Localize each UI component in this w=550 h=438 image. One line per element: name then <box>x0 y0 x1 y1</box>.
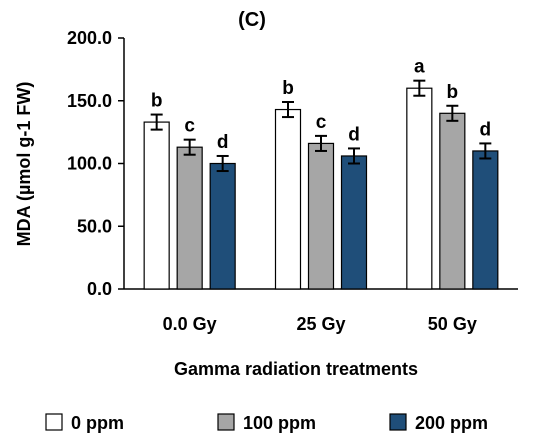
x-axis-label: Gamma radiation treatments <box>174 359 418 379</box>
bar <box>472 150 499 290</box>
y-tick-label: 0.0 <box>87 279 112 299</box>
significance-letter: b <box>447 82 459 103</box>
chart-title: (C) <box>238 9 266 31</box>
x-tick-label: 0.0 Gy <box>163 314 217 334</box>
significance-letter: c <box>316 112 327 133</box>
y-tick-label: 50.0 <box>77 216 112 236</box>
bar <box>340 155 368 290</box>
bar <box>307 142 335 290</box>
legend-label: 100 ppm <box>243 413 316 433</box>
bar <box>406 87 433 290</box>
legend-label: 0 ppm <box>71 413 124 433</box>
significance-letter: d <box>348 124 360 145</box>
x-tick-label: 50 Gy <box>428 314 477 334</box>
x-tick-label: 25 Gy <box>296 314 345 334</box>
significance-letter: d <box>217 132 229 153</box>
significance-letter: d <box>480 119 492 140</box>
significance-letter: b <box>151 91 163 112</box>
legend-swatch <box>389 413 407 431</box>
y-tick-label: 150.0 <box>67 91 112 111</box>
legend-swatch <box>45 413 63 431</box>
y-tick-label: 200.0 <box>67 28 112 48</box>
legend: 0 ppm 100 ppm 200 ppm <box>45 413 488 433</box>
legend-label: 200 ppm <box>415 413 488 433</box>
significance-letter: a <box>414 57 425 78</box>
significance-letter: c <box>184 116 195 137</box>
y-tick-label: 100.0 <box>67 154 112 174</box>
significance-letter: b <box>282 78 294 99</box>
bar <box>176 146 203 290</box>
y-axis-ticks: 0.0 50.0 100.0 150.0 200.0 <box>67 28 124 299</box>
bar <box>209 162 236 290</box>
bar <box>143 121 170 290</box>
y-axis-label: MDA (µmol g-1 FW) <box>14 82 34 247</box>
x-axis-ticks: 0.0 Gy 25 Gy 50 Gy <box>163 314 477 334</box>
bar <box>439 112 466 290</box>
bar <box>274 108 302 290</box>
legend-swatch <box>217 413 235 431</box>
